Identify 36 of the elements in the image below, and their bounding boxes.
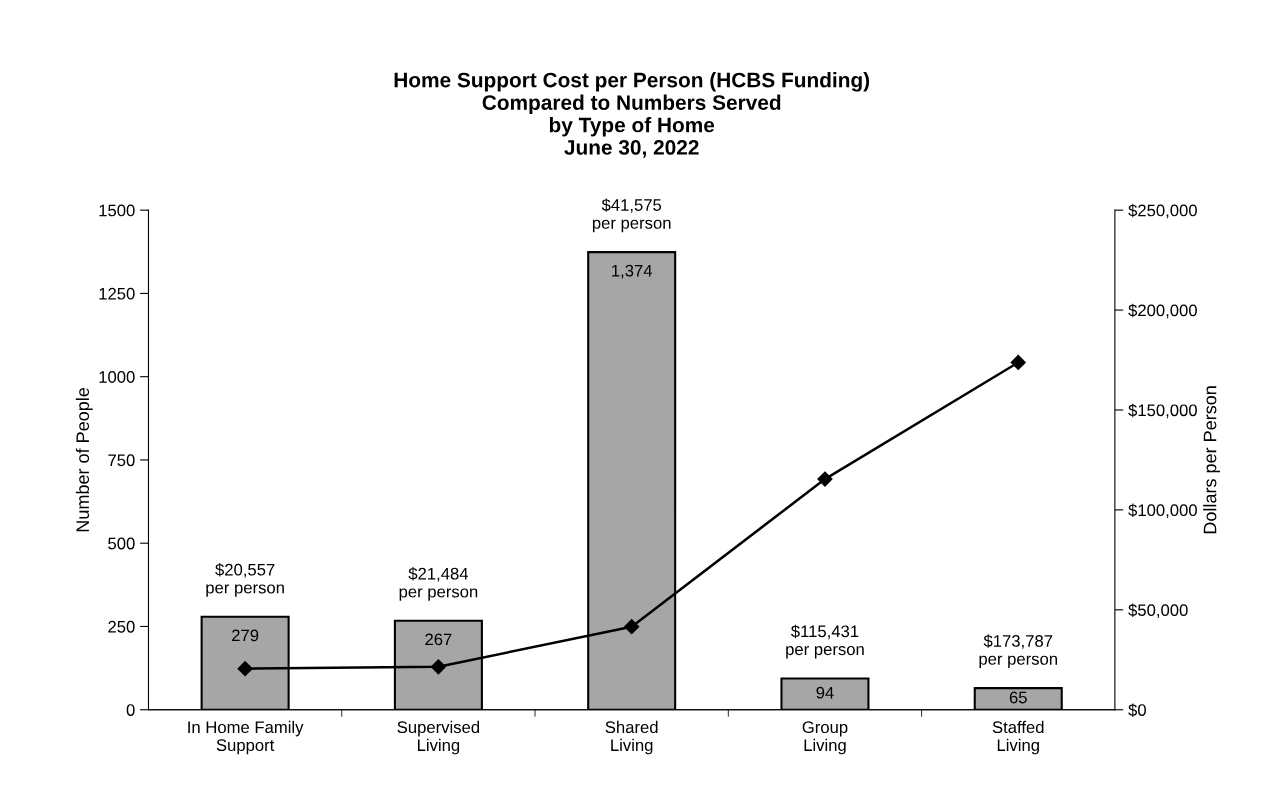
y2-tick-label: $250,000 xyxy=(1128,203,1197,219)
data-label: 1,374 xyxy=(612,264,653,279)
data-label: 279 xyxy=(232,629,259,642)
annotation: $21,484 per person xyxy=(399,567,478,601)
y2-tick-label: $100,000 xyxy=(1128,503,1197,519)
point xyxy=(1010,354,1026,371)
point xyxy=(817,471,833,487)
chart-title: Home Support Cost per Person (HCBS Funding) Compared to Numbers Served by Type of Home June 30, 2022 xyxy=(394,72,870,158)
y2-tick-label: $50,000 xyxy=(1128,603,1188,618)
y-tick-label: 250 xyxy=(108,620,135,633)
x-tick-label: Group Living xyxy=(802,721,848,755)
y-axis-title: Number of People xyxy=(75,387,93,532)
annotation: $41,575 per person xyxy=(592,198,671,233)
data-label: 267 xyxy=(425,633,452,646)
y-tick-label: 0 xyxy=(126,704,135,716)
data-label: 94 xyxy=(816,686,834,699)
x-tick-label: Supervised Living xyxy=(397,720,480,755)
y2-tick-label: $0 xyxy=(1128,703,1146,717)
y2-axis-title: Dollars per Person xyxy=(1203,386,1220,534)
point xyxy=(237,661,253,677)
annotation: $20,557 per person xyxy=(206,563,284,597)
x-tick-label: Shared Living xyxy=(605,720,658,755)
y-tick-label: 1000 xyxy=(99,371,135,383)
annotation: $173,787 per person xyxy=(979,634,1057,669)
y-tick-label: 750 xyxy=(108,454,135,467)
y-tick-label: 1250 xyxy=(99,287,135,300)
x-tick-label: Staffed Living xyxy=(992,720,1044,755)
y2-tick-label: $200,000 xyxy=(1128,303,1197,319)
y2-tick-label: $150,000 xyxy=(1128,403,1197,419)
x-tick-label: In Home Family Support xyxy=(188,720,304,755)
annotation: $115,431 per person xyxy=(786,624,864,659)
y-tick-label: 1500 xyxy=(99,204,135,217)
point xyxy=(430,659,446,675)
y-tick-label: 500 xyxy=(108,537,135,550)
point xyxy=(624,619,640,635)
data-label: 65 xyxy=(1009,691,1027,704)
